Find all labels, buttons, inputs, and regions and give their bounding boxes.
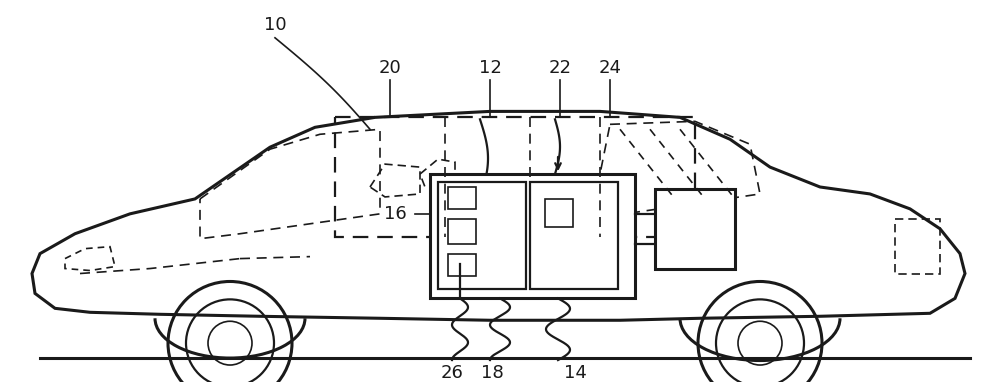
Text: 16: 16 (384, 205, 406, 223)
Text: 24: 24 (598, 59, 622, 77)
Bar (655, 189, 735, 268)
Text: 26: 26 (441, 364, 463, 382)
Bar (895, 219, 940, 273)
Bar (448, 253, 476, 275)
Bar (335, 118, 695, 237)
Bar (545, 199, 573, 227)
Text: 18: 18 (481, 364, 503, 382)
Bar (448, 219, 476, 244)
Bar (448, 187, 476, 209)
Text: 20: 20 (379, 59, 401, 77)
Text: 14: 14 (564, 364, 586, 382)
Polygon shape (32, 111, 965, 320)
Bar (430, 174, 635, 298)
Text: 10: 10 (264, 16, 286, 34)
Bar (438, 182, 526, 290)
Text: 12: 12 (479, 59, 501, 77)
Bar (530, 182, 618, 290)
Text: 22: 22 (548, 59, 572, 77)
